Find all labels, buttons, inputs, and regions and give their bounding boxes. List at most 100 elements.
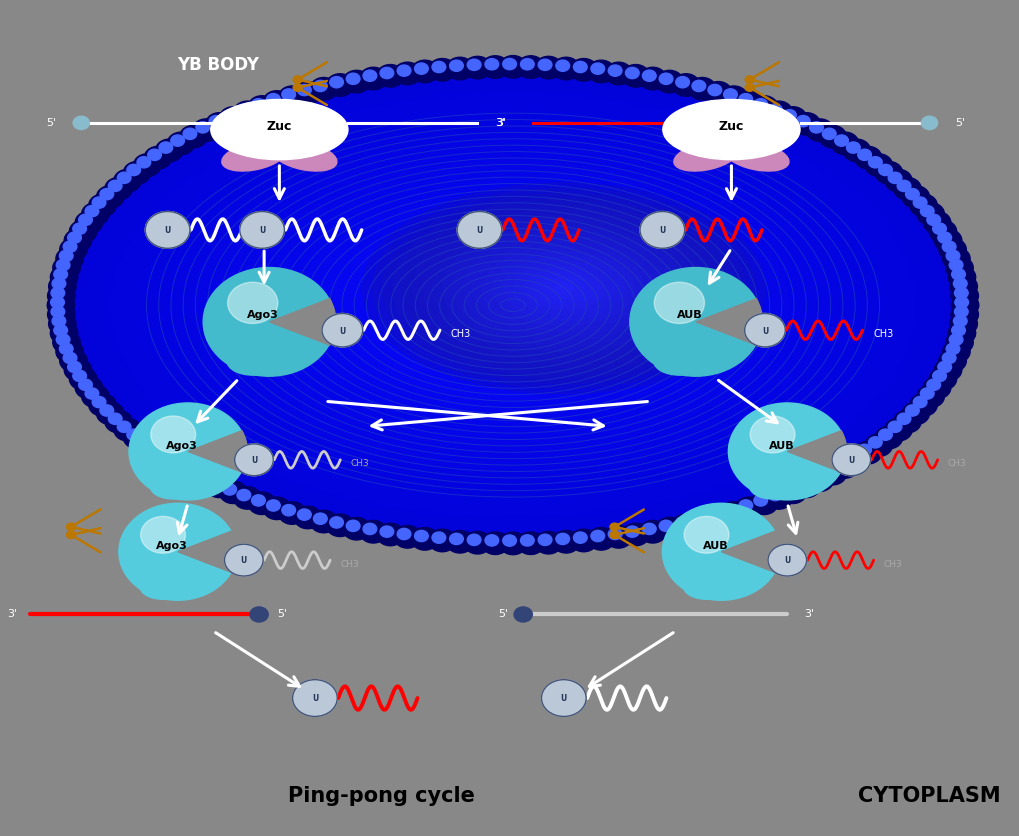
Text: CH3: CH3 bbox=[351, 460, 369, 468]
Ellipse shape bbox=[226, 347, 278, 375]
Circle shape bbox=[738, 500, 752, 511]
Circle shape bbox=[942, 241, 955, 252]
Circle shape bbox=[69, 220, 97, 242]
Circle shape bbox=[85, 206, 99, 217]
Circle shape bbox=[170, 135, 184, 146]
Circle shape bbox=[767, 104, 782, 115]
Circle shape bbox=[555, 533, 569, 544]
Circle shape bbox=[738, 94, 752, 104]
Text: Ping-pong cycle: Ping-pong cycle bbox=[287, 786, 474, 806]
Circle shape bbox=[360, 67, 386, 89]
Ellipse shape bbox=[723, 141, 789, 171]
Circle shape bbox=[587, 528, 614, 550]
Circle shape bbox=[707, 84, 721, 95]
Circle shape bbox=[310, 510, 337, 533]
Circle shape bbox=[658, 73, 673, 84]
Circle shape bbox=[72, 223, 87, 234]
Ellipse shape bbox=[497, 298, 528, 313]
Circle shape bbox=[396, 528, 411, 540]
Circle shape bbox=[675, 517, 689, 528]
Ellipse shape bbox=[252, 169, 773, 441]
Circle shape bbox=[888, 172, 901, 183]
Circle shape bbox=[541, 680, 586, 716]
Circle shape bbox=[376, 523, 404, 546]
Circle shape bbox=[100, 405, 113, 416]
Wedge shape bbox=[187, 431, 248, 472]
Circle shape bbox=[570, 59, 597, 81]
Circle shape bbox=[97, 186, 124, 208]
Circle shape bbox=[484, 535, 498, 546]
Circle shape bbox=[622, 523, 649, 546]
Circle shape bbox=[53, 257, 81, 279]
Circle shape bbox=[117, 172, 130, 183]
Circle shape bbox=[707, 509, 721, 520]
Circle shape bbox=[248, 96, 275, 119]
Circle shape bbox=[236, 104, 251, 115]
Text: U: U bbox=[784, 557, 790, 565]
Circle shape bbox=[263, 90, 290, 113]
Circle shape bbox=[53, 331, 81, 354]
Circle shape bbox=[123, 426, 151, 449]
Circle shape bbox=[834, 135, 848, 146]
Ellipse shape bbox=[423, 258, 602, 352]
Circle shape bbox=[60, 238, 87, 261]
Circle shape bbox=[252, 99, 265, 110]
Ellipse shape bbox=[452, 231, 674, 346]
Circle shape bbox=[59, 343, 73, 354]
Ellipse shape bbox=[211, 99, 347, 160]
Text: CH3: CH3 bbox=[873, 329, 893, 339]
Circle shape bbox=[56, 340, 84, 363]
Ellipse shape bbox=[553, 283, 574, 293]
Circle shape bbox=[167, 132, 195, 155]
Circle shape bbox=[248, 492, 275, 514]
Circle shape bbox=[502, 535, 516, 546]
Circle shape bbox=[629, 268, 761, 376]
Text: U: U bbox=[848, 456, 854, 465]
Circle shape bbox=[638, 521, 665, 543]
Circle shape bbox=[393, 62, 421, 84]
Circle shape bbox=[278, 502, 306, 524]
Circle shape bbox=[854, 441, 880, 464]
Circle shape bbox=[342, 70, 370, 93]
Circle shape bbox=[363, 523, 376, 534]
Circle shape bbox=[834, 458, 848, 470]
Circle shape bbox=[233, 487, 261, 509]
Ellipse shape bbox=[438, 266, 587, 344]
Circle shape bbox=[67, 232, 82, 243]
Circle shape bbox=[919, 388, 933, 399]
Circle shape bbox=[830, 132, 858, 155]
Circle shape bbox=[622, 64, 649, 87]
Circle shape bbox=[239, 212, 284, 248]
Circle shape bbox=[893, 410, 920, 433]
Ellipse shape bbox=[170, 125, 855, 485]
Text: 3': 3' bbox=[804, 609, 814, 619]
Ellipse shape bbox=[674, 141, 738, 171]
Circle shape bbox=[182, 128, 197, 140]
Circle shape bbox=[298, 84, 311, 95]
Circle shape bbox=[56, 259, 70, 271]
Text: 5': 5' bbox=[46, 118, 56, 128]
Circle shape bbox=[360, 521, 386, 543]
Ellipse shape bbox=[513, 262, 613, 315]
Text: U: U bbox=[476, 227, 482, 235]
Ellipse shape bbox=[400, 247, 625, 364]
Circle shape bbox=[951, 294, 978, 316]
Circle shape bbox=[607, 528, 622, 540]
Circle shape bbox=[345, 520, 360, 532]
Circle shape bbox=[951, 324, 964, 336]
Circle shape bbox=[464, 532, 491, 554]
Text: Ago3: Ago3 bbox=[166, 441, 198, 451]
Ellipse shape bbox=[431, 263, 594, 348]
Circle shape bbox=[950, 303, 977, 326]
Circle shape bbox=[89, 194, 116, 217]
Circle shape bbox=[481, 56, 508, 79]
Circle shape bbox=[445, 531, 473, 553]
Circle shape bbox=[326, 74, 354, 96]
Text: AUB: AUB bbox=[676, 310, 701, 320]
Circle shape bbox=[854, 146, 880, 169]
Circle shape bbox=[209, 115, 222, 127]
Ellipse shape bbox=[461, 278, 565, 333]
Circle shape bbox=[266, 500, 280, 511]
Circle shape bbox=[691, 80, 705, 92]
Circle shape bbox=[792, 113, 819, 135]
